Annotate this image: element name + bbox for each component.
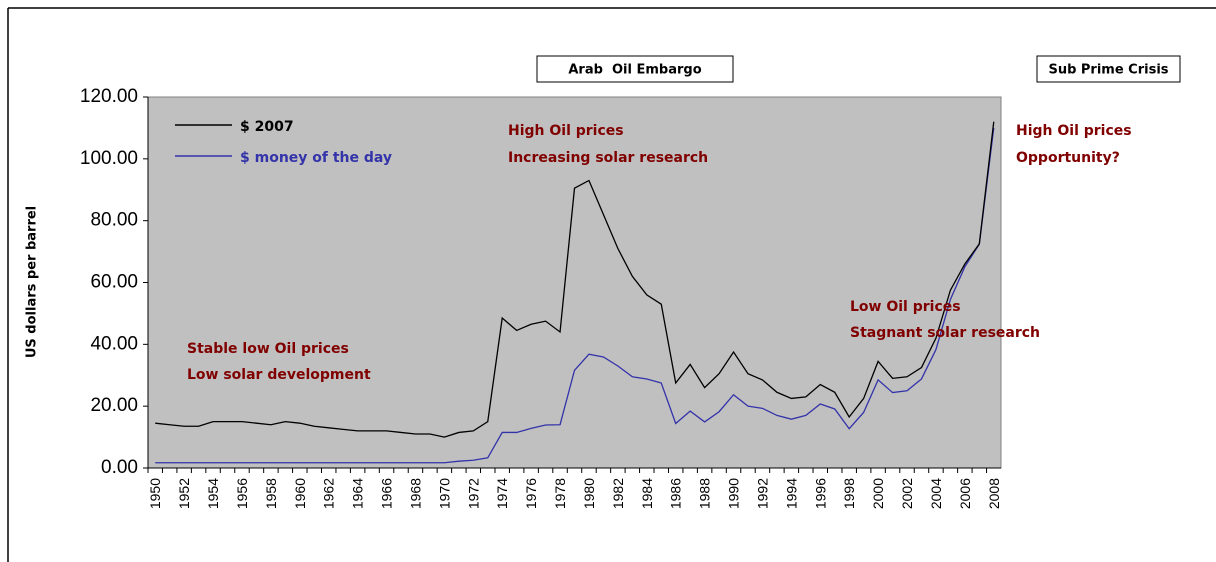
boxed-label-box [1036, 55, 1181, 83]
x-tick-label: 2002 [899, 478, 915, 509]
x-tick-label: 1998 [841, 478, 857, 509]
x-tick-label: 1992 [754, 478, 770, 509]
x-tick-label: 1972 [465, 478, 481, 509]
x-tick-label: 1986 [668, 478, 684, 509]
x-tick-label: 1982 [610, 478, 626, 509]
x-tick-label: 1990 [726, 478, 742, 509]
legend-label: $ money of the day [240, 150, 392, 166]
x-tick-label: 1968 [407, 478, 423, 509]
x-tick-label: 2004 [928, 478, 944, 509]
annotation: High Oil prices [1016, 123, 1132, 139]
x-tick-label: 1964 [350, 478, 366, 509]
x-tick-label: 1974 [494, 478, 510, 509]
annotation: High Oil prices [508, 123, 624, 139]
series-line [155, 127, 995, 464]
series-line [155, 121, 995, 438]
x-tick-label: 1962 [321, 478, 337, 509]
x-tick-label: 1984 [639, 478, 655, 509]
x-tick-label: 1950 [147, 478, 163, 509]
x-tick-label: 1994 [783, 478, 799, 509]
y-tick-label: 0.00 [101, 457, 138, 478]
x-tick-label: 1956 [234, 478, 250, 509]
x-tick-label: 1954 [205, 478, 221, 509]
x-tick-label: 2006 [957, 478, 973, 509]
x-tick-label: 2008 [986, 478, 1002, 509]
y-tick-label: 120.00 [80, 86, 138, 107]
x-tick-label: 1960 [292, 478, 308, 509]
x-tick-label: 2000 [870, 478, 886, 509]
x-tick-label: 1978 [552, 478, 568, 509]
annotation: Low Oil prices [850, 299, 961, 315]
y-tick-label: 80.00 [90, 210, 138, 231]
annotation: Low solar development [187, 367, 371, 383]
x-tick-label: 1996 [812, 478, 828, 509]
x-tick-label: 1952 [176, 478, 192, 509]
x-tick-label: 1980 [581, 478, 597, 509]
annotation: Stable low Oil prices [187, 341, 349, 357]
y-tick-label: 100.00 [80, 148, 138, 169]
boxed-label: Arab Oil Embargo [568, 63, 701, 78]
x-tick-label: 1970 [436, 478, 452, 509]
boxed-label: Sub Prime Crisis [1048, 63, 1168, 78]
annotation: Opportunity? [1016, 150, 1120, 166]
y-axis-label: US dollars per barrel [25, 206, 40, 358]
x-tick-label: 1958 [263, 478, 279, 509]
annotation: Increasing solar research [508, 150, 708, 166]
boxed-label-box [536, 55, 734, 83]
y-tick-label: 40.00 [90, 333, 138, 354]
x-tick-label: 1966 [379, 478, 395, 509]
x-tick-label: 1976 [523, 478, 539, 509]
y-tick-label: 60.00 [90, 272, 138, 293]
x-tick-label: 1988 [697, 478, 713, 509]
legend-label: $ 2007 [240, 119, 294, 135]
annotation: Stagnant solar research [850, 325, 1040, 341]
y-tick-label: 20.00 [90, 395, 138, 416]
